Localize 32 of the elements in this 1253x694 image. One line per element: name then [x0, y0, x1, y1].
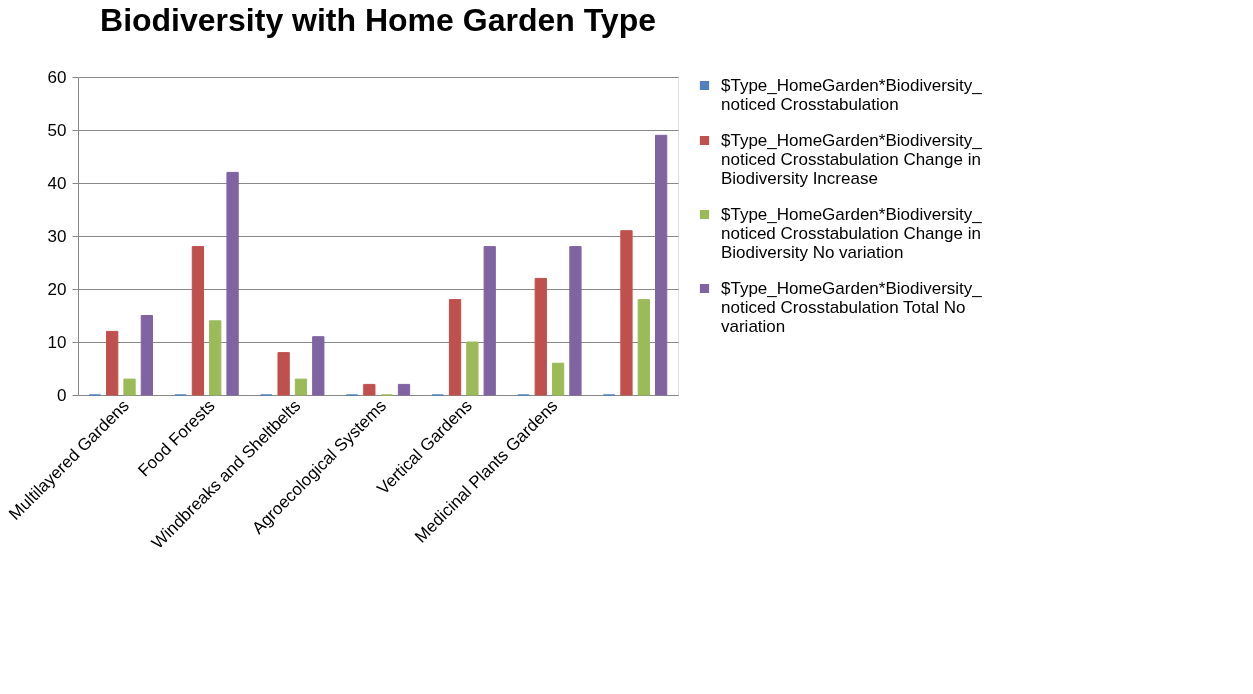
legend-label: $Type_HomeGarden*Biodiversity_noticed Crosstabulation [721, 75, 983, 114]
bar [191, 246, 205, 396]
y-tick-label: 60 [47, 67, 67, 87]
chart-title: Biodiversity with Home Garden Type [100, 2, 656, 38]
bar [466, 341, 479, 396]
bar [637, 299, 650, 396]
bar [534, 277, 547, 396]
bar [123, 378, 136, 396]
y-tick-label: 30 [47, 226, 67, 246]
bar [655, 134, 668, 396]
bar [483, 246, 496, 396]
legend-label: $Type_HomeGarden*Biodiversity_noticed Crosstabulation Change in Biodiversity No variation [721, 204, 983, 262]
legend-label: $Type_HomeGarden*Biodiversity_noticed Crosstabulation Change in Biodiversity Increase [721, 130, 983, 188]
y-tick-label: 0 [57, 385, 67, 405]
bar [312, 336, 325, 396]
y-tick-label: 20 [47, 279, 67, 299]
bar [209, 320, 222, 396]
bar [448, 299, 462, 396]
bar [569, 246, 582, 396]
bar [140, 315, 153, 396]
bar [397, 383, 411, 396]
bar [106, 330, 119, 396]
y-tick-label: 50 [47, 120, 67, 140]
bar [551, 362, 565, 396]
bar [620, 230, 633, 396]
bar [294, 378, 308, 396]
bar [363, 383, 376, 396]
y-tick-label: 10 [47, 332, 67, 352]
bar [277, 352, 290, 396]
y-tick-label: 40 [47, 173, 67, 193]
bar [226, 171, 239, 396]
legend-label: $Type_HomeGarden*Biodiversity_noticed Crosstabulation Total No variation [721, 278, 983, 336]
